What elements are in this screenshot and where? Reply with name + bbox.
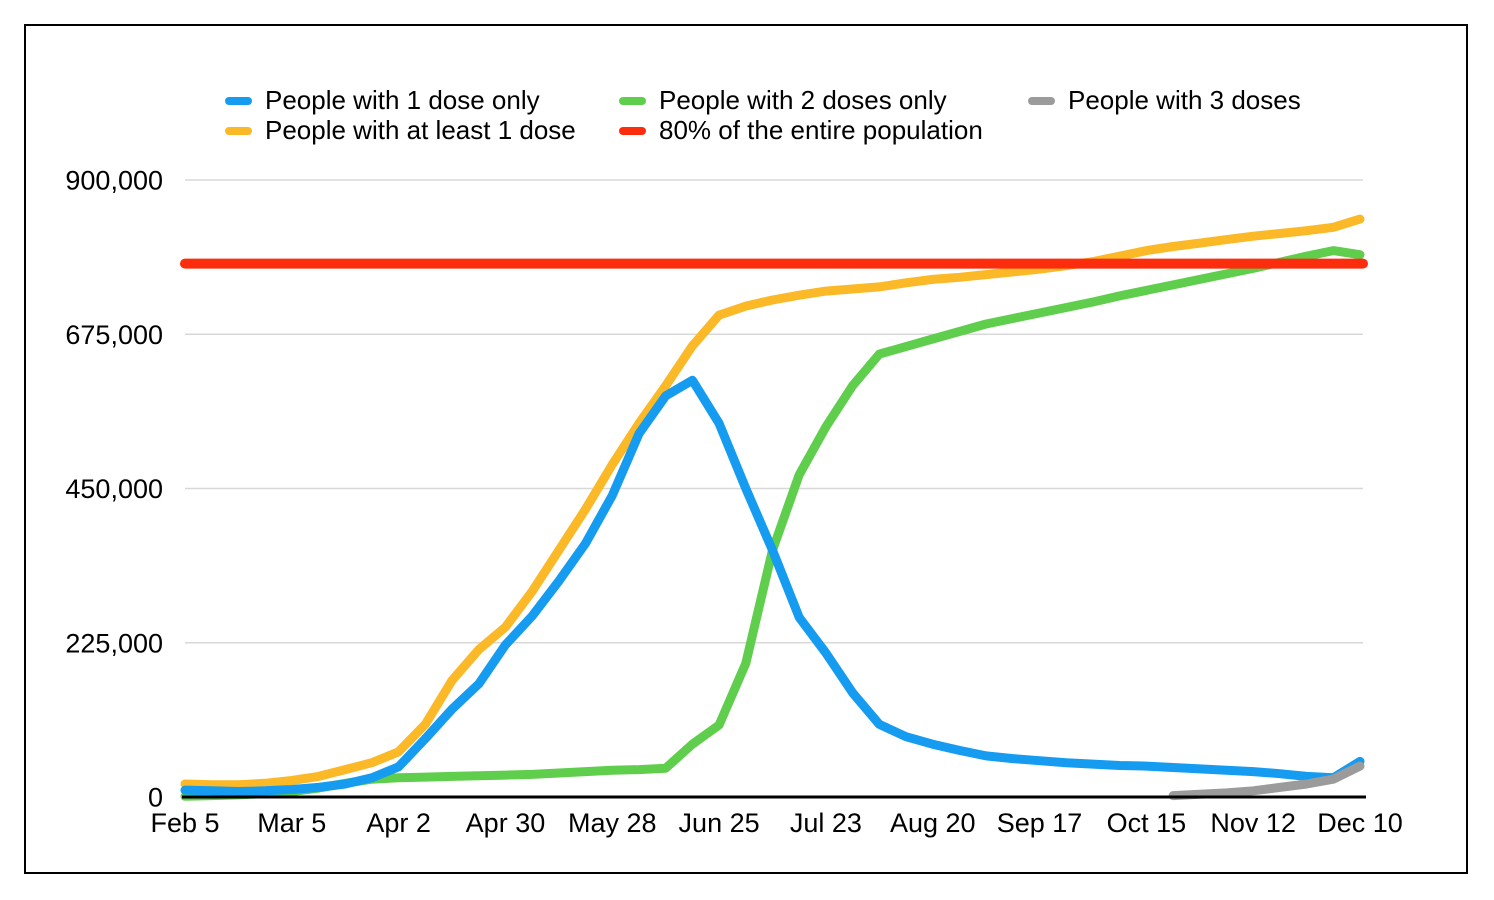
- x-tick-label: Sep 17: [997, 808, 1083, 838]
- x-tick-label: Mar 5: [257, 808, 326, 838]
- legend-swatch-green: [619, 96, 646, 105]
- legend-column-3: People with 3 doses: [1028, 85, 1301, 115]
- x-tick-label: Dec 10: [1317, 808, 1403, 838]
- series-line-4: [1168, 761, 1365, 801]
- x-tick-label: Nov 12: [1210, 808, 1296, 838]
- legend-swatch-red: [619, 126, 646, 135]
- legend-column-1: People with 1 dose only People with at l…: [225, 85, 576, 145]
- y-tick-label: 0: [148, 783, 163, 813]
- series-line-2: [180, 246, 1365, 801]
- x-tick-label: Jul 23: [790, 808, 862, 838]
- legend-column-2: People with 2 doses only 80% of the enti…: [619, 85, 983, 145]
- legend-swatch-blue: [225, 96, 252, 105]
- legend-label: People with 1 dose only: [265, 85, 540, 115]
- y-tick-label: 450,000: [65, 474, 163, 504]
- legend-label: 80% of the entire population: [659, 115, 983, 145]
- legend-item-1-dose-only: People with 1 dose only: [225, 85, 576, 115]
- y-tick-label: 225,000: [65, 628, 163, 658]
- x-tick-label: Apr 2: [366, 808, 431, 838]
- chart-frame: [24, 24, 1468, 874]
- legend-swatch-yellow: [225, 126, 252, 135]
- x-tick-label: Oct 15: [1107, 808, 1187, 838]
- legend-item-3-doses: People with 3 doses: [1028, 85, 1301, 115]
- y-tick-label: 900,000: [65, 166, 163, 196]
- x-tick-label: Jun 25: [679, 808, 760, 838]
- y-tick-label: 675,000: [65, 320, 163, 350]
- series-line-0: [180, 375, 1365, 796]
- legend-label: People with 2 doses only: [659, 85, 947, 115]
- x-tick-label: Apr 30: [466, 808, 546, 838]
- x-tick-label: Feb 5: [150, 808, 219, 838]
- legend-item-at-least-1-dose: People with at least 1 dose: [225, 115, 576, 145]
- legend-item-2-doses-only: People with 2 doses only: [619, 85, 983, 115]
- legend-item-80-percent: 80% of the entire population: [619, 115, 983, 145]
- legend-swatch-gray: [1028, 96, 1055, 105]
- series-line-1: [180, 214, 1365, 790]
- legend-label: People with at least 1 dose: [265, 115, 576, 145]
- x-tick-label: May 28: [568, 808, 657, 838]
- x-tick-label: Aug 20: [890, 808, 976, 838]
- legend-label: People with 3 doses: [1068, 85, 1301, 115]
